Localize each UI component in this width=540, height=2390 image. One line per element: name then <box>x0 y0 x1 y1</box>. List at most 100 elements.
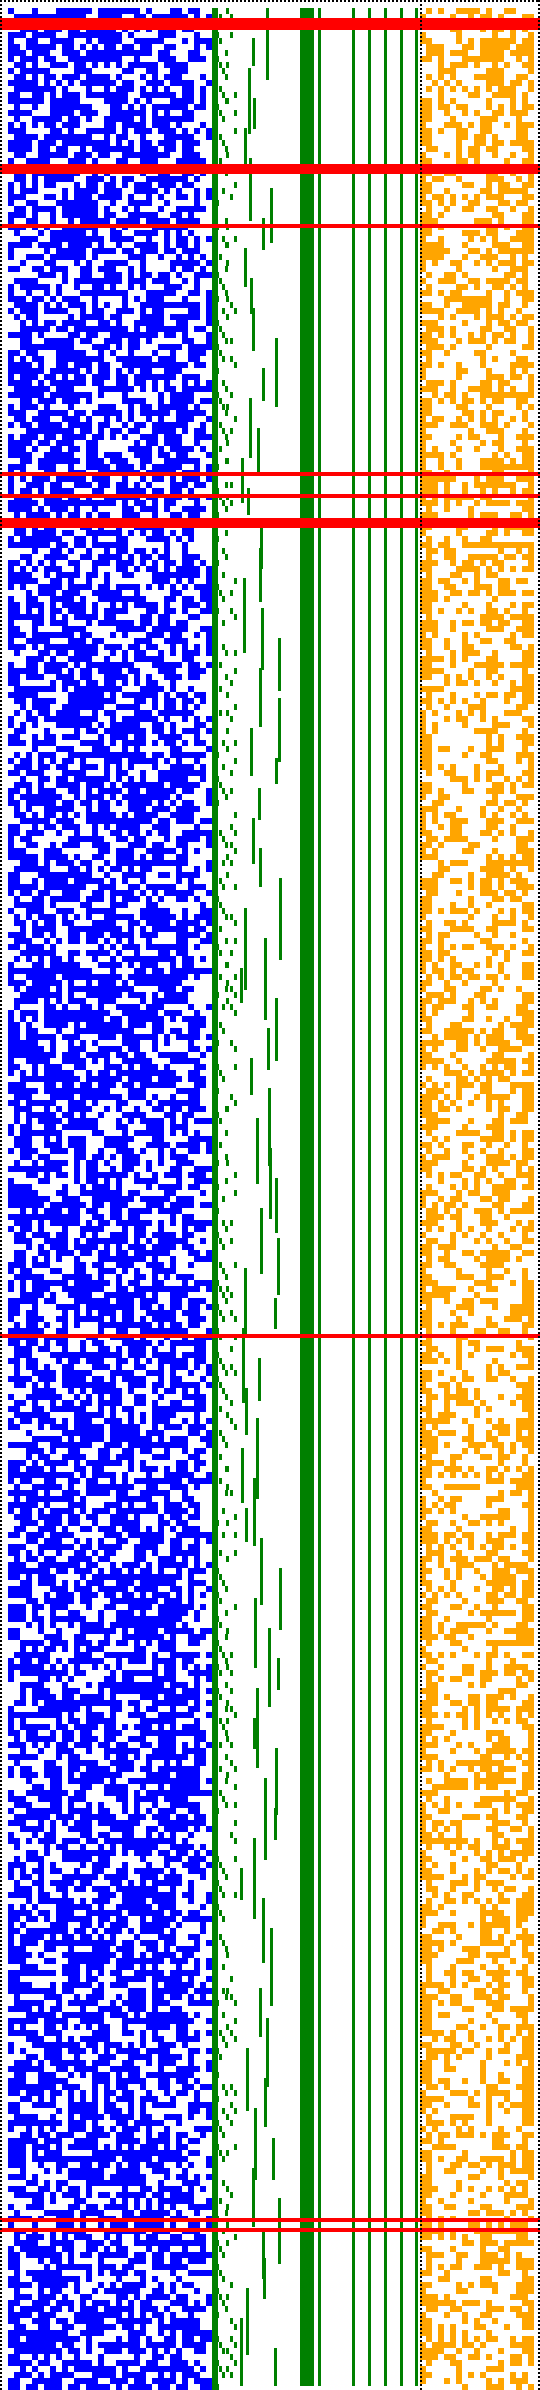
blue-cell <box>32 392 38 398</box>
blue-cell <box>20 782 26 788</box>
blue-cell <box>74 140 80 146</box>
blue-cell <box>38 992 44 998</box>
blue-cell <box>146 860 152 866</box>
blue-cell <box>80 626 86 632</box>
blue-cell <box>134 1364 140 1370</box>
blue-cell <box>62 1160 68 1166</box>
blue-cell <box>56 1256 62 1262</box>
blue-cell <box>164 608 170 614</box>
blue-cell <box>44 872 50 878</box>
blue-cell <box>206 890 212 896</box>
blue-cell <box>110 1214 116 1220</box>
blue-cell <box>128 1040 134 1046</box>
blue-cell <box>62 230 68 236</box>
blue-cell <box>104 188 110 194</box>
blue-cell <box>50 1016 56 1022</box>
blue-cell <box>146 1010 152 1016</box>
blue-cell <box>80 1106 86 1112</box>
blue-cell <box>128 1388 134 1394</box>
blue-cell <box>26 578 32 584</box>
blue-cell <box>26 1364 32 1370</box>
blue-cell <box>110 1172 116 1178</box>
blue-cell <box>20 866 26 872</box>
blue-cell <box>152 86 158 92</box>
blue-cell <box>188 1070 194 1076</box>
blue-cell <box>128 722 134 728</box>
blue-cell <box>170 1382 176 1388</box>
blue-cell <box>116 962 122 968</box>
blue-cell <box>92 308 98 314</box>
blue-cell <box>188 578 194 584</box>
blue-cell <box>134 800 140 806</box>
blue-cell <box>194 482 200 488</box>
blue-cell <box>200 830 206 836</box>
blue-cell <box>98 974 104 980</box>
blue-cell <box>170 1082 176 1088</box>
blue-cell <box>92 200 98 206</box>
blue-cell <box>74 206 80 212</box>
blue-cell <box>152 1028 158 1034</box>
blue-cell <box>140 800 146 806</box>
blue-cell <box>134 446 140 452</box>
blue-cell <box>32 902 38 908</box>
blue-cell <box>26 788 32 794</box>
blue-cell <box>110 932 116 938</box>
blue-cell <box>74 1406 80 1412</box>
blue-cell <box>98 542 104 548</box>
blue-cell <box>206 236 212 242</box>
blue-cell <box>146 614 152 620</box>
blue-cell <box>152 1256 158 1262</box>
blue-cell <box>92 1076 98 1082</box>
blue-cell <box>116 938 122 944</box>
blue-cell <box>20 542 26 548</box>
blue-cell <box>86 986 92 992</box>
blue-cell <box>74 98 80 104</box>
blue-cell <box>62 572 68 578</box>
blue-cell <box>146 536 152 542</box>
blue-cell <box>56 326 62 332</box>
blue-cell <box>200 104 206 110</box>
blue-cell <box>164 848 170 854</box>
blue-cell <box>8 248 14 254</box>
blue-cell <box>68 116 74 122</box>
blue-cell <box>170 464 176 470</box>
blue-cell <box>170 1070 176 1076</box>
blue-cell <box>98 146 104 152</box>
blue-cell <box>158 1382 164 1388</box>
blue-cell <box>140 284 146 290</box>
blue-cell <box>86 260 92 266</box>
blue-cell <box>50 656 56 662</box>
blue-cell <box>68 386 74 392</box>
blue-cell <box>26 326 32 332</box>
blue-cell <box>206 386 212 392</box>
blue-cell <box>32 824 38 830</box>
blue-cell <box>26 284 32 290</box>
blue-cell <box>146 338 152 344</box>
blue-cell <box>38 1196 44 1202</box>
blue-cell <box>68 368 74 374</box>
blue-cell <box>98 1412 104 1418</box>
blue-cell <box>92 842 98 848</box>
blue-cell <box>68 782 74 788</box>
blue-cell <box>44 284 50 290</box>
blue-cell <box>20 500 26 506</box>
blue-cell <box>128 818 134 824</box>
blue-cell <box>98 722 104 728</box>
blue-cell <box>164 452 170 458</box>
blue-cell <box>188 1424 194 1430</box>
blue-cell <box>8 596 14 602</box>
blue-cell <box>194 1010 200 1016</box>
blue-cell <box>146 92 152 98</box>
blue-cell <box>86 644 92 650</box>
blue-cell <box>194 1094 200 1100</box>
blue-cell <box>56 776 62 782</box>
blue-cell <box>38 1328 44 1334</box>
blue-cell <box>122 110 128 116</box>
blue-cell <box>32 614 38 620</box>
blue-cell <box>164 1052 170 1058</box>
blue-cell <box>74 1088 80 1094</box>
blue-cell <box>8 1298 14 1304</box>
blue-cell <box>146 314 152 320</box>
blue-cell <box>32 692 38 698</box>
blue-cell <box>68 1292 74 1298</box>
